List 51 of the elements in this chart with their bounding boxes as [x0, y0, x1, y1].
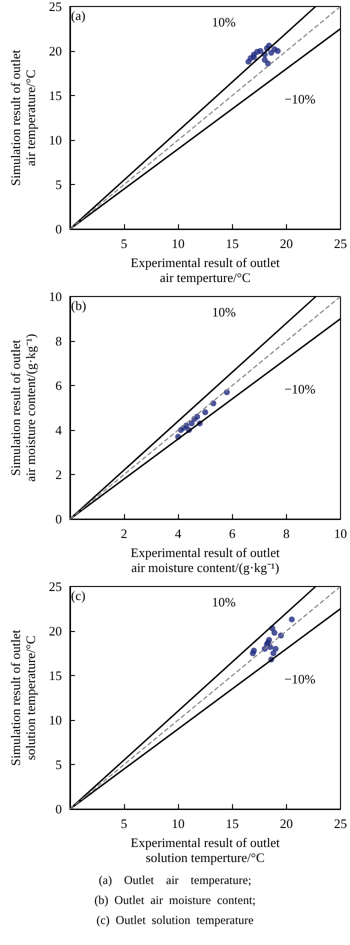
y-tick-label: 15: [48, 88, 62, 104]
y-tick-label: 25: [48, 0, 62, 14]
y-axis-title: Simulation result of outlet air moisture content/(g·kg⁻¹): [8, 334, 38, 482]
x-tick-label: 25: [334, 236, 347, 252]
y-tick-label: 8: [55, 334, 62, 349]
x-tick-label: 10: [172, 816, 185, 832]
x-tick-label: 2: [120, 526, 128, 542]
x-tick-label: 8: [283, 526, 290, 542]
y-tick-label: 20: [48, 624, 62, 639]
x-tick-label: 5: [120, 816, 128, 832]
y-tick-label: 0: [55, 512, 62, 527]
x-axis-title: Experimental result of outlet air temperture/°C: [130, 255, 280, 285]
y-tick-label: 10: [48, 289, 62, 304]
text: 10%: [212, 14, 236, 30]
x-tick-label: 15: [226, 236, 239, 252]
x-tick-label: 15: [226, 816, 239, 832]
series-label: −10%: [284, 381, 316, 396]
text: (a) Outlet air temperature;: [98, 872, 252, 889]
y-tick-label: 25: [48, 579, 62, 594]
text: (c) Outlet solution temperature: [95, 912, 255, 929]
x-tick-label: 4: [174, 526, 182, 542]
x-tick-label: 20: [280, 816, 293, 832]
x-tick-label: 10: [172, 236, 185, 252]
x-axis-title: Experimental result of outlet solution temperture/°C: [130, 835, 280, 865]
series-label: −10%: [284, 671, 316, 686]
y-tick-label: 10: [48, 132, 62, 148]
text: (b) Outlet air moisture content;: [93, 892, 257, 909]
y-tick-label: 6: [55, 378, 62, 394]
y-tick-label: 20: [48, 44, 62, 59]
y-tick-label: 0: [55, 222, 62, 237]
x-tick-label: 25: [334, 816, 347, 832]
y-tick-label: 5: [55, 177, 62, 192]
chart-title: (b): [71, 298, 86, 313]
x-tick-label: 6: [229, 526, 236, 542]
y-tick-label: 0: [55, 802, 62, 817]
y-tick-label: 5: [55, 757, 62, 772]
x-tick-label: 5: [120, 236, 128, 252]
y-tick-label: 15: [48, 668, 62, 684]
y-tick-label: 4: [55, 422, 62, 438]
x-axis-title: Experimental result of outlet air moisture content/(g·kg⁻¹): [130, 545, 280, 575]
chart-title: (c): [71, 588, 86, 603]
y-axis-title: Simulation result of outlet air temperature/°C: [8, 49, 38, 186]
series-label: −10%: [284, 91, 316, 106]
y-axis-title: Simulation result of outlet solution temperature/°C: [8, 629, 38, 766]
text: 10%: [212, 594, 236, 610]
text: 10%: [212, 304, 236, 320]
x-tick-label: 20: [280, 236, 293, 252]
chart-title: (a): [71, 8, 86, 23]
y-tick-label: 10: [48, 712, 62, 728]
x-tick-label: 10: [334, 526, 347, 542]
y-tick-label: 2: [55, 467, 62, 482]
